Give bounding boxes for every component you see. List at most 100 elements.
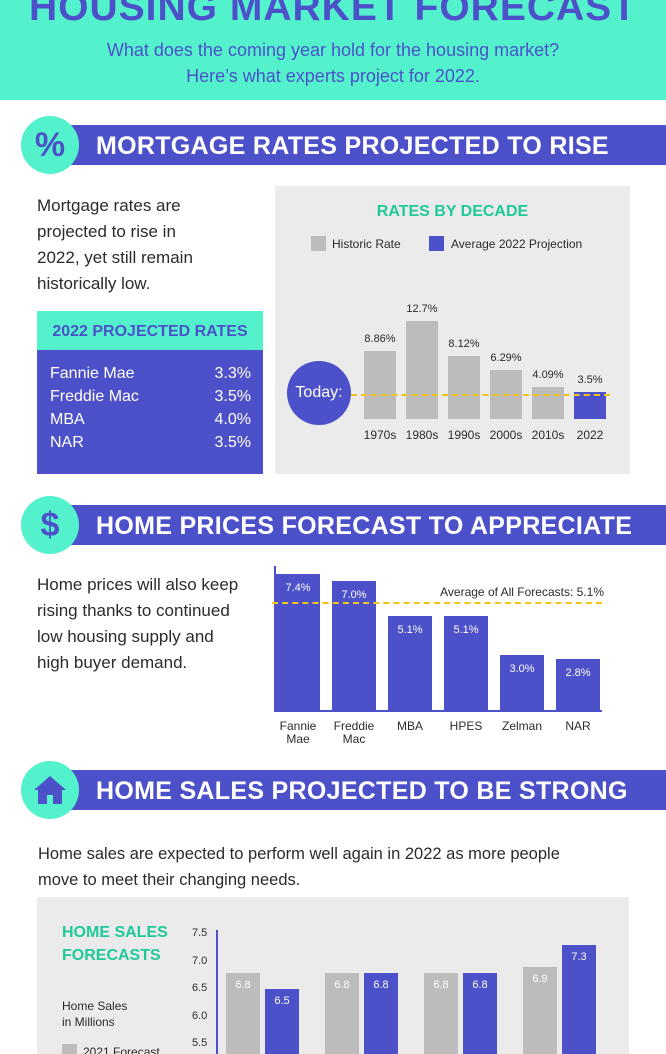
chart-bar <box>532 387 564 419</box>
bar-value-label: 6.9 <box>532 973 548 985</box>
mortgage-text-line: historically low. <box>37 274 151 293</box>
x-tick-label: Freddie <box>333 719 375 733</box>
x-tick-label: 1970s <box>363 428 397 442</box>
chart-bar <box>226 972 260 1054</box>
x-tick-label: Fannie <box>279 719 317 733</box>
bar-value-label: 2.8% <box>565 666 591 679</box>
rates-by-decade-chart: RATES BY DECADE Historic Rate Average 20… <box>275 186 630 474</box>
bar-value-label: 8.86% <box>364 332 396 345</box>
bar-value-label: 5.1% <box>453 624 479 637</box>
x-tick-label: Zelman <box>501 719 542 733</box>
sales-text-line: Home sales are expected to perform well … <box>38 845 560 863</box>
prices-text-line: rising thanks to continued <box>37 601 230 620</box>
sales-section-banner: HOME SALES PROJECTED TO BE STRONG <box>36 770 666 810</box>
mortgage-description: Mortgage rates are projected to rise in … <box>37 193 193 297</box>
legend-swatch-projection <box>429 236 444 251</box>
prices-text-line: Home prices will also keep <box>37 575 239 594</box>
x-tick-label: 2010s <box>531 428 565 442</box>
mortgage-section-banner: MORTGAGE RATES PROJECTED TO RISE <box>36 125 666 165</box>
mortgage-text-line: 2022, yet still remain <box>37 248 193 267</box>
bar-value-label: 5.1% <box>397 624 423 637</box>
average-reference-line <box>272 602 602 605</box>
x-tick-label: 2022 <box>576 428 604 442</box>
y-axis-line <box>274 566 276 710</box>
mortgage-section-title: MORTGAGE RATES PROJECTED TO RISE <box>96 132 609 160</box>
y-axis-label-line: Home Sales <box>62 999 128 1013</box>
legend-label-2021: 2021 Forecast <box>83 1045 160 1054</box>
chart-bar <box>364 972 398 1054</box>
y-axis-line <box>216 930 218 1054</box>
chart-bar <box>500 654 544 710</box>
y-tick-label: 7.5 <box>192 927 208 939</box>
rate-value: 3.5% <box>214 388 251 405</box>
sales-section-title: HOME SALES PROJECTED TO BE STRONG <box>96 777 628 805</box>
rate-source: Freddie Mac <box>50 388 139 405</box>
chart-title: RATES BY DECADE <box>376 203 529 220</box>
mortgage-text-line: projected to rise in <box>37 222 176 241</box>
x-tick-label: 1980s <box>405 428 439 442</box>
rate-source: NAR <box>50 434 84 451</box>
chart-title-line: HOME SALES <box>62 924 168 941</box>
chart-bar <box>463 972 497 1054</box>
y-tick-label: 6.5 <box>192 982 208 994</box>
today-marker: Today: <box>287 361 351 425</box>
projected-rate-row: Freddie Mac 3.5% <box>50 388 251 411</box>
prices-description: Home prices will also keep rising thanks… <box>37 572 238 676</box>
sales-description: Home sales are expected to perform well … <box>38 841 560 893</box>
chart-bar <box>265 989 299 1054</box>
bar-value-label: 4.09% <box>532 369 564 382</box>
rate-source: MBA <box>50 411 85 428</box>
chart-bar <box>388 616 432 710</box>
header-banner: HOUSING MARKET FORECAST What does the co… <box>0 0 666 100</box>
bar-value-label: 12.7% <box>406 303 438 315</box>
bar-value-label: 3.0% <box>509 662 535 675</box>
chart-bar <box>424 972 458 1054</box>
projected-rates-title: 2022 PROJECTED RATES <box>37 311 263 350</box>
bar-value-label: 7.3 <box>571 951 587 963</box>
bar-value-label: 7.4% <box>285 582 311 594</box>
y-tick-label: 6.0 <box>192 1009 208 1022</box>
bar-value-label: 6.8 <box>334 978 350 991</box>
chart-bar <box>562 945 596 1054</box>
chart-bar <box>276 574 320 710</box>
x-tick-label: HPES <box>449 719 483 733</box>
projected-rate-row: MBA 4.0% <box>50 411 251 434</box>
bar-value-label: 6.5 <box>274 995 290 1007</box>
bar-value-label: 3.5% <box>577 373 603 386</box>
bar-value-label: 6.8 <box>472 978 488 991</box>
chart-bar <box>406 321 438 419</box>
chart-bar <box>523 967 557 1054</box>
y-tick-label: 5.5 <box>192 1037 208 1049</box>
bar-value-label: 6.8 <box>433 978 449 991</box>
house-icon-glyph <box>34 776 66 804</box>
page-subtitle-line-2: Here’s what experts project for 2022. <box>186 66 480 86</box>
projected-rates-box: 2022 PROJECTED RATES Fannie Mae 3.3% Fre… <box>37 311 263 474</box>
rate-source: Fannie Mae <box>50 365 135 382</box>
house-icon <box>21 761 79 819</box>
chart-bar <box>325 972 359 1054</box>
chart-bar <box>444 616 488 710</box>
y-tick-label: 7.0 <box>192 954 208 967</box>
rate-value: 3.3% <box>214 365 251 382</box>
x-tick-label: Mac <box>342 732 366 746</box>
dollar-icon: $ <box>21 496 79 554</box>
x-tick-label: 1990s <box>447 428 481 442</box>
projected-rate-row: Fannie Mae 3.3% <box>50 365 251 388</box>
prices-text-line: low housing supply and <box>37 627 214 646</box>
bar-value-label: 7.0% <box>341 589 367 602</box>
x-tick-label: 2000s <box>489 428 523 442</box>
rate-value: 4.0% <box>214 411 251 428</box>
bar-value-label: 6.8 <box>373 978 389 991</box>
percent-icon: % <box>21 116 79 174</box>
sales-text-line: move to meet their changing needs. <box>38 871 301 889</box>
chart-bar <box>448 356 480 419</box>
chart-title-line: FORECASTS <box>62 947 161 964</box>
legend-swatch-2021 <box>62 1044 77 1054</box>
bar-value-label: 6.8 <box>235 978 251 991</box>
chart-bar <box>574 391 606 419</box>
average-reference-label: Average of All Forecasts: 5.1% <box>440 585 604 600</box>
today-reference-line <box>351 394 610 397</box>
prices-section-banner: HOME PRICES FORECAST TO APPRECIATE <box>36 505 666 545</box>
prices-text-line: high buyer demand. <box>37 653 188 672</box>
home-sales-forecast-chart: HOME SALES FORECASTS Home Sales in Milli… <box>37 897 629 1054</box>
